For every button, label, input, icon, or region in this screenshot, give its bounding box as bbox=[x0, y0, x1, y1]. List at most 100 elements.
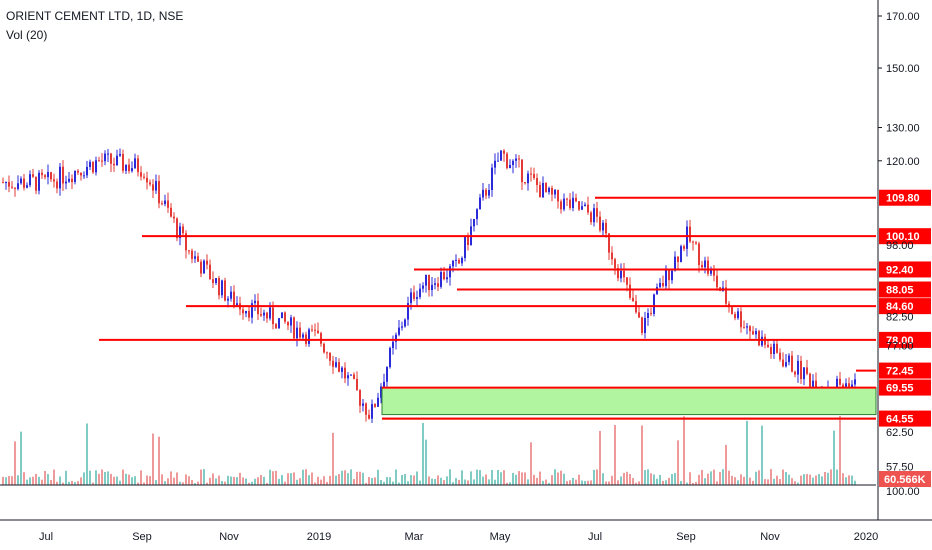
volume-bar bbox=[110, 473, 112, 485]
candle-body bbox=[215, 278, 217, 284]
volume-bar bbox=[122, 469, 124, 485]
candle-body bbox=[266, 312, 268, 319]
volume-bar bbox=[467, 480, 469, 485]
volume-bar bbox=[692, 482, 694, 485]
candle-body bbox=[413, 292, 415, 299]
candle-body bbox=[335, 362, 337, 367]
candle-body bbox=[23, 178, 25, 188]
volume-bar bbox=[746, 420, 748, 485]
candle-body bbox=[686, 226, 688, 249]
candle-body bbox=[317, 330, 319, 334]
candle-body bbox=[122, 153, 124, 171]
volume-bar bbox=[185, 474, 187, 485]
volume-bar bbox=[833, 430, 835, 485]
candle-body bbox=[779, 352, 781, 360]
volume-bar bbox=[128, 474, 130, 485]
volume-bar bbox=[614, 425, 616, 485]
volume-bar bbox=[398, 482, 400, 485]
candle-body bbox=[761, 336, 763, 346]
candle-body bbox=[41, 172, 43, 176]
volume-bar bbox=[794, 481, 796, 485]
candle-body bbox=[350, 374, 352, 376]
candle-body bbox=[290, 317, 292, 326]
price-tick-label: 130.00 bbox=[886, 123, 920, 135]
volume-bar bbox=[659, 474, 661, 485]
volume-bar bbox=[266, 482, 268, 485]
volume-bar bbox=[296, 479, 298, 485]
candle-body bbox=[101, 160, 103, 162]
candle-body bbox=[77, 170, 79, 173]
candle-body bbox=[449, 266, 451, 278]
candle-body bbox=[455, 259, 457, 261]
volume-bar bbox=[539, 471, 541, 485]
volume-bar bbox=[353, 479, 355, 485]
candle-body bbox=[188, 250, 190, 252]
volume-bar bbox=[380, 479, 382, 485]
volume-bar bbox=[491, 469, 493, 485]
volume-bar bbox=[548, 482, 550, 485]
volume-bar bbox=[26, 479, 28, 485]
volume-bar bbox=[146, 475, 148, 485]
volume-bar bbox=[587, 480, 589, 485]
candle-body bbox=[752, 331, 754, 335]
volume-bar bbox=[14, 441, 16, 485]
time-tick-label: 2020 bbox=[854, 531, 878, 543]
volume-bar bbox=[137, 482, 139, 485]
candle-body bbox=[152, 184, 154, 191]
candle-body bbox=[695, 242, 697, 244]
volume-bar bbox=[449, 469, 451, 485]
volume-bar bbox=[734, 477, 736, 485]
volume-bar bbox=[560, 470, 562, 485]
candle-body bbox=[425, 274, 427, 286]
volume-bar bbox=[155, 480, 157, 485]
candle-body bbox=[656, 287, 658, 295]
volume-bar bbox=[743, 476, 745, 485]
volume-bar bbox=[527, 479, 529, 485]
volume-bar bbox=[719, 471, 721, 485]
volume-bar bbox=[17, 475, 19, 485]
candle-body bbox=[341, 367, 343, 372]
candle-body bbox=[605, 222, 607, 234]
volume-bar bbox=[2, 476, 4, 485]
candle-body bbox=[452, 260, 454, 267]
volume-bar bbox=[80, 477, 82, 485]
volume-bar bbox=[782, 469, 784, 485]
candle-body bbox=[557, 189, 559, 202]
candle-body bbox=[782, 359, 784, 367]
candle-body bbox=[272, 307, 274, 325]
volume-bar bbox=[287, 473, 289, 485]
volume-bar bbox=[713, 469, 715, 485]
volume-bar bbox=[302, 469, 304, 485]
candle-body bbox=[548, 187, 550, 193]
volume-bar bbox=[572, 477, 574, 485]
volume-bar bbox=[812, 477, 814, 485]
volume-bar bbox=[71, 480, 73, 485]
volume-bar bbox=[464, 479, 466, 485]
volume-bar bbox=[695, 482, 697, 485]
candle-body bbox=[113, 163, 115, 166]
candle-body bbox=[668, 268, 670, 281]
volume-bar bbox=[542, 480, 544, 485]
volume-bar bbox=[557, 472, 559, 485]
volume-bar bbox=[818, 474, 820, 485]
candle-body bbox=[260, 314, 262, 316]
candle-body bbox=[497, 160, 499, 162]
volume-bar bbox=[239, 472, 241, 485]
volume-last-label: 60.566K bbox=[884, 474, 926, 486]
volume-bar bbox=[518, 471, 520, 485]
candle-body bbox=[485, 189, 487, 196]
volume-bar bbox=[758, 470, 760, 485]
volume-indicator-label[interactable]: Vol (20) bbox=[6, 28, 48, 42]
volume-bar bbox=[44, 470, 46, 485]
candle-body bbox=[428, 274, 430, 291]
candle-body bbox=[29, 174, 31, 186]
candle-body bbox=[641, 317, 643, 333]
level-label: 88.05 bbox=[886, 285, 914, 297]
volume-bar bbox=[101, 469, 103, 485]
volume-bar bbox=[83, 472, 85, 485]
volume-bar bbox=[683, 416, 685, 485]
volume-bar bbox=[443, 480, 445, 485]
candle-body bbox=[620, 270, 622, 279]
candle-body bbox=[206, 260, 208, 265]
